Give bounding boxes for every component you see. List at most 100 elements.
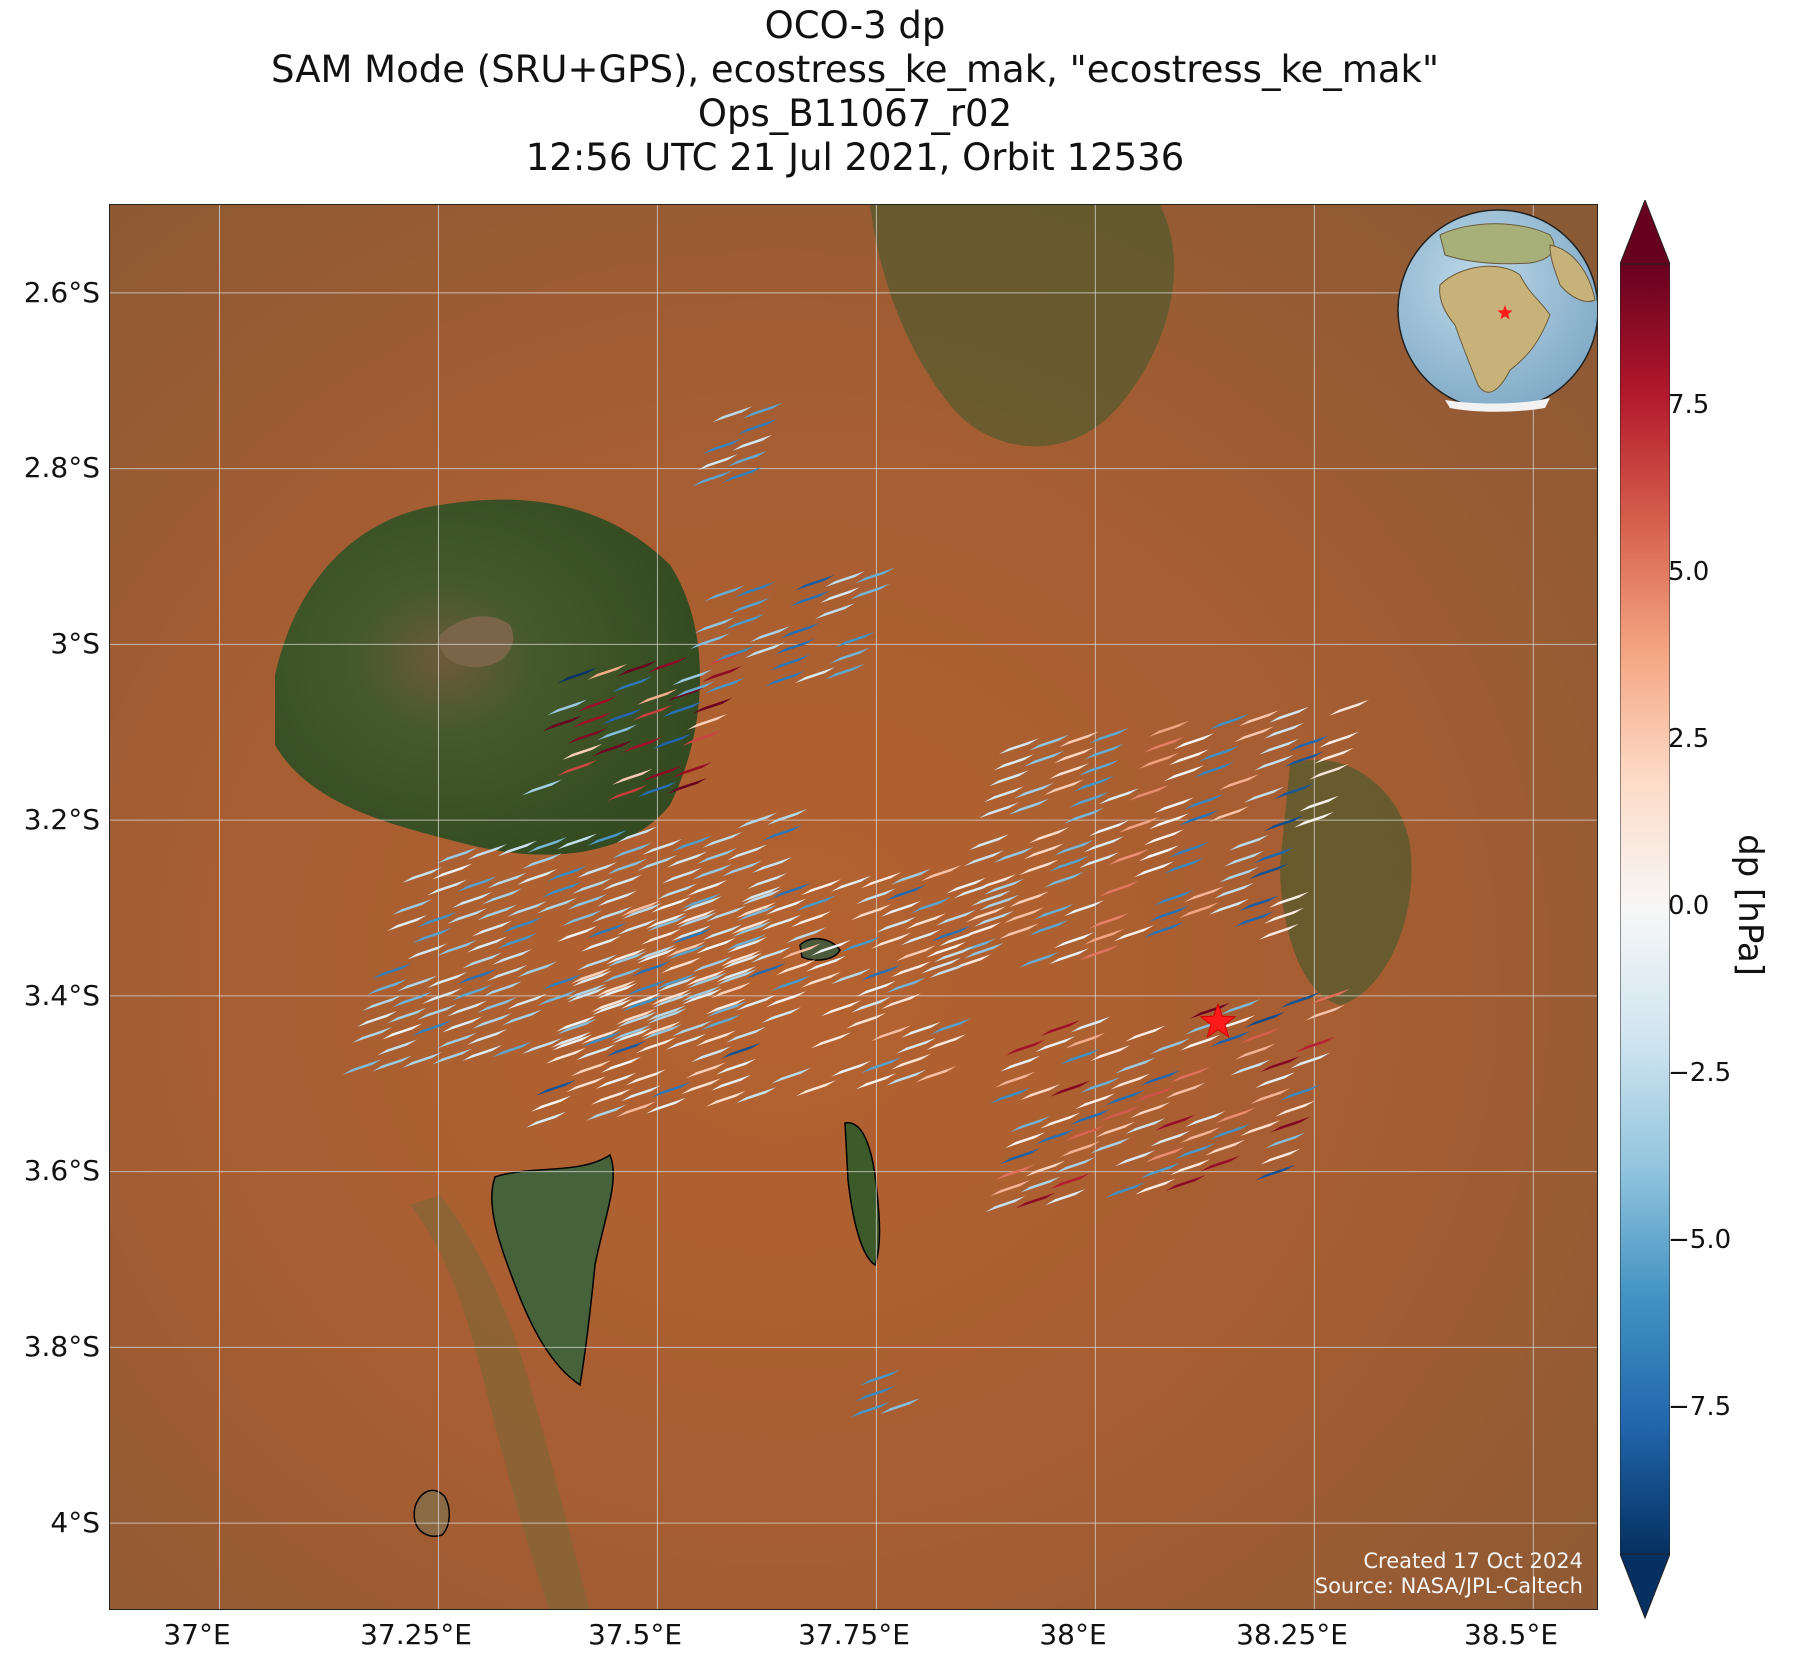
sounding-cell <box>682 729 723 746</box>
sounding-cell <box>1035 1128 1076 1145</box>
xtick-label: 37.5°E <box>587 1618 683 1651</box>
sounding-cell <box>1170 1066 1211 1083</box>
sounding-cell <box>571 1060 612 1077</box>
sounding-cell <box>694 617 735 634</box>
sounding-cell <box>761 914 802 931</box>
sounding-cell <box>1008 798 1049 815</box>
sounding-cell <box>721 950 762 967</box>
sounding-cell <box>1088 727 1129 744</box>
sounding-cell <box>911 897 952 914</box>
sounding-cell <box>1258 923 1299 940</box>
sounding-cell <box>576 1044 617 1061</box>
sounding-cell <box>1215 1107 1256 1124</box>
sounding-cell <box>1163 857 1204 874</box>
sounding-cell <box>622 995 663 1012</box>
sounding-cell <box>587 829 628 846</box>
ytick-label: 3.6°S <box>23 1154 100 1187</box>
target-marker[interactable] <box>1199 1002 1237 1038</box>
sounding-cell <box>636 944 677 961</box>
sounding-cell <box>642 838 683 855</box>
sounding-cell <box>592 998 633 1015</box>
sounding-cell <box>547 699 588 716</box>
sounding-cell <box>646 1005 687 1022</box>
sounding-cell <box>1043 871 1084 888</box>
inset-globe <box>1397 209 1597 412</box>
sounding-cell <box>1148 720 1189 737</box>
sounding-cell <box>572 711 613 728</box>
sounding-cell <box>829 647 870 664</box>
sounding-cell <box>1178 809 1219 826</box>
sounding-cell <box>606 1040 647 1057</box>
target-star-icon[interactable] <box>1199 1002 1237 1038</box>
sounding-cell <box>995 1071 1036 1088</box>
sounding-cell <box>602 708 643 725</box>
sounding-cell <box>1063 807 1104 824</box>
sounding-cell <box>617 918 658 935</box>
sounding-cell <box>1100 1105 1141 1122</box>
sounding-cell <box>1168 841 1209 858</box>
sounding-cell <box>692 470 733 487</box>
sounding-cell <box>861 1057 902 1074</box>
xtick-label: 37°E <box>163 1618 231 1651</box>
sounding-cell <box>1305 1004 1346 1021</box>
sounding-cell <box>412 1019 453 1036</box>
sounding-cell <box>906 913 947 930</box>
sounding-cell <box>1318 731 1359 748</box>
sounding-cell <box>607 858 648 875</box>
sounding-cell <box>963 942 1004 959</box>
sounding-cell <box>1018 951 1059 968</box>
lake-outline-center <box>844 1122 881 1267</box>
sounding-cell <box>1128 784 1169 801</box>
map-canvas[interactable] <box>110 205 1598 1610</box>
sounding-cell <box>1140 1070 1181 1087</box>
sounding-cell <box>819 587 860 604</box>
sounding-cell <box>880 1398 921 1415</box>
sounding-cell <box>717 968 758 985</box>
sounding-cell <box>681 893 722 910</box>
sounding-cell <box>983 878 1024 895</box>
sounding-cell <box>392 991 433 1008</box>
sounding-cell <box>824 571 865 588</box>
sounding-cell <box>824 663 865 680</box>
sounding-cell <box>846 1012 887 1029</box>
sounding-cell <box>1283 751 1324 768</box>
sounding-cell <box>457 875 498 892</box>
sounding-cell <box>1083 836 1124 853</box>
sounding-cell <box>617 1011 658 1028</box>
sounding-cell <box>482 888 523 905</box>
sounding-cell <box>462 1044 503 1061</box>
sounding-cell <box>727 936 768 953</box>
sounding-cell <box>746 962 787 979</box>
sounding-cell <box>467 1028 508 1045</box>
sounding-cell <box>761 1007 802 1024</box>
sounding-cell <box>988 770 1029 787</box>
sounding-cell <box>1050 1173 1091 1190</box>
sounding-cell <box>646 912 687 929</box>
sounding-cell <box>557 1018 598 1035</box>
sounding-cell <box>1000 1055 1041 1072</box>
lake-outline-small <box>799 938 841 961</box>
sounding-cell <box>427 879 468 896</box>
sounding-cell <box>646 1097 687 1114</box>
sounding-cell <box>611 1024 652 1041</box>
sounding-cell <box>1205 1139 1246 1156</box>
sounding-cell <box>612 768 653 785</box>
sounding-cell <box>597 890 638 907</box>
sounding-cell <box>978 802 1019 819</box>
sounding-cell <box>697 847 738 864</box>
sounding-cell <box>801 971 842 988</box>
sounding-cell <box>891 868 932 885</box>
sounding-cell <box>492 1041 533 1058</box>
sounding-cell <box>1035 1036 1076 1053</box>
sounding-cell <box>1020 1176 1061 1193</box>
sounding-cell <box>689 633 730 650</box>
sounding-cell <box>850 1401 891 1418</box>
sounding-cell <box>737 904 778 921</box>
map-panel[interactable]: Created 17 Oct 2024 Source: NASA/JPL-Cal… <box>109 204 1598 1610</box>
sounding-cell <box>881 900 922 917</box>
sounding-cell <box>681 1078 722 1095</box>
sounding-cell <box>686 1062 727 1079</box>
sounding-cell <box>457 968 498 985</box>
sounding-cell <box>1108 848 1149 865</box>
sounding-cell <box>1258 738 1299 755</box>
